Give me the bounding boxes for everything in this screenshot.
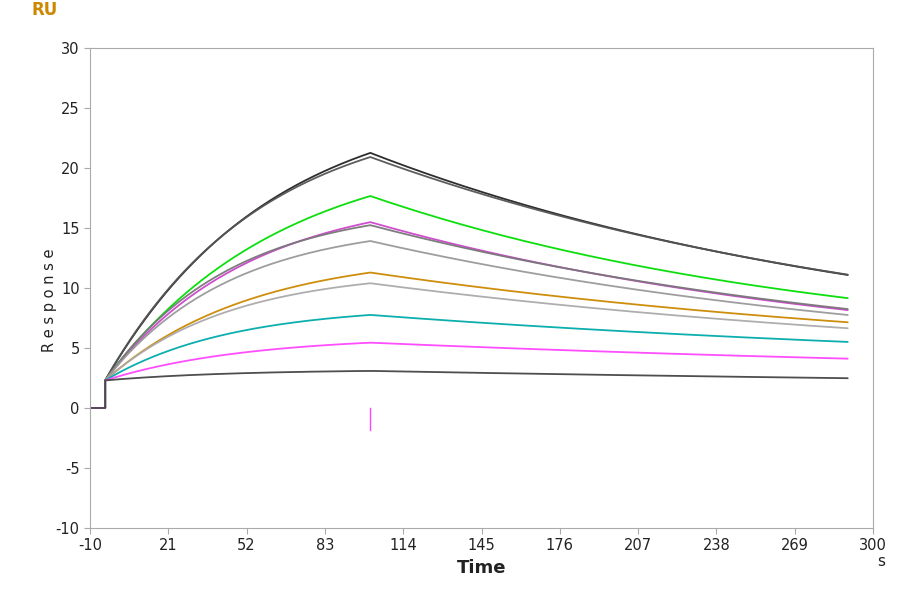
Text: R e s p o n s e: R e s p o n s e [42,248,57,352]
Text: s: s [877,554,885,569]
X-axis label: Time: Time [456,559,506,577]
Text: RU: RU [32,1,58,19]
